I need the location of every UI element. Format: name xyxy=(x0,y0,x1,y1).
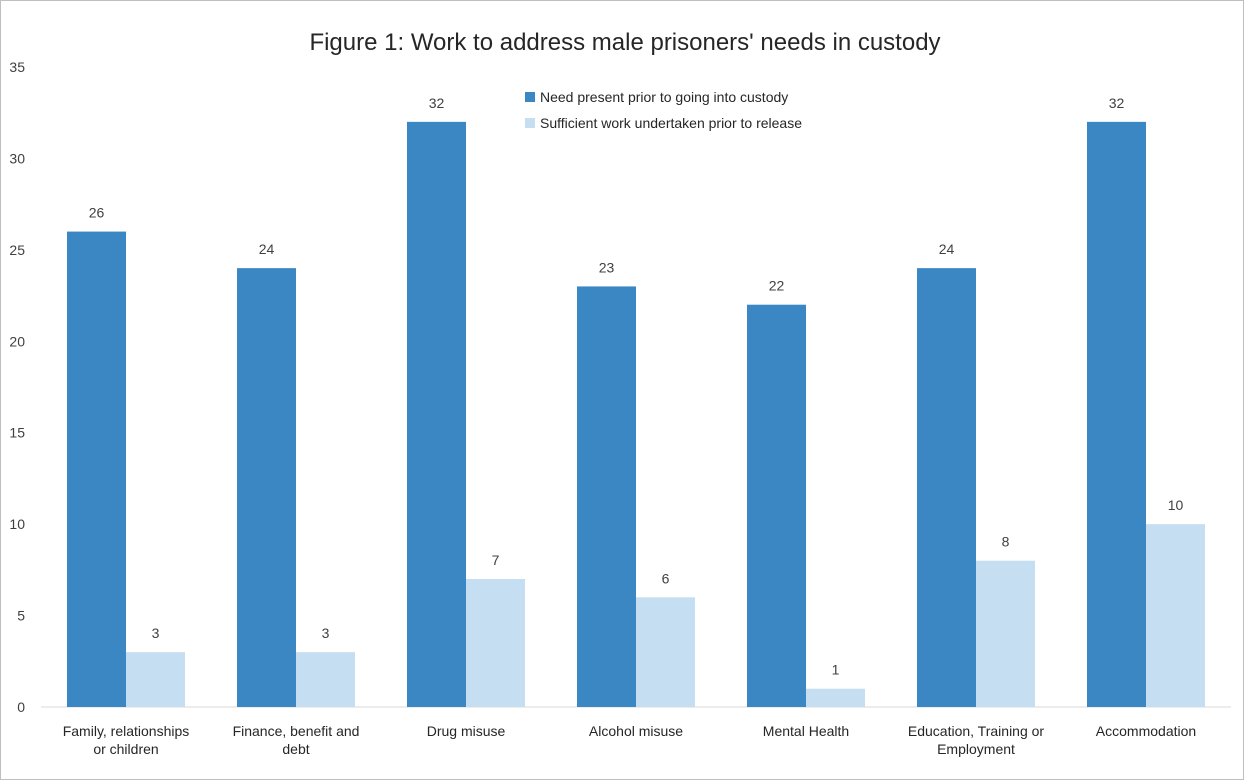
y-tick-label: 0 xyxy=(17,699,25,715)
bar-sufficient-work xyxy=(976,560,1035,707)
bar-need-present xyxy=(1087,121,1146,708)
x-category-label: Education, Training or xyxy=(908,723,1045,739)
y-tick-label: 35 xyxy=(9,59,25,75)
data-label: 32 xyxy=(429,95,445,111)
y-tick-label: 5 xyxy=(17,608,25,624)
legend-swatch xyxy=(525,92,535,102)
data-label: 3 xyxy=(322,625,330,641)
x-category-label: debt xyxy=(282,741,309,757)
y-tick-label: 30 xyxy=(9,150,25,166)
bar-sufficient-work xyxy=(1146,524,1205,707)
x-category-label: Mental Health xyxy=(763,723,849,739)
y-tick-label: 10 xyxy=(9,516,25,532)
x-category-label: Employment xyxy=(937,741,1015,757)
y-tick-label: 15 xyxy=(9,425,25,441)
data-label: 3 xyxy=(152,625,160,641)
legend-swatch xyxy=(525,118,535,128)
data-label: 24 xyxy=(259,241,275,257)
x-category-label: Family, relationships xyxy=(63,723,190,739)
bar-need-present xyxy=(67,231,126,708)
data-label: 6 xyxy=(662,570,670,586)
data-label: 1 xyxy=(832,662,840,678)
data-label: 26 xyxy=(89,205,105,221)
bar-sufficient-work xyxy=(126,652,185,707)
bar-sufficient-work xyxy=(636,597,695,707)
data-labels-group: 26 3 24 3 32 7 23 6 22 1 24 8 32 10 xyxy=(89,95,1184,678)
bar-sufficient-work xyxy=(296,652,355,707)
bar-need-present xyxy=(577,286,636,707)
x-category-label: or children xyxy=(93,741,158,757)
bar-sufficient-work xyxy=(466,579,525,707)
bars-group xyxy=(67,121,1205,708)
x-category-label: Finance, benefit and xyxy=(233,723,360,739)
bar-need-present xyxy=(407,121,466,708)
x-category-label: Drug misuse xyxy=(427,723,506,739)
bar-need-present xyxy=(747,304,806,707)
data-label: 32 xyxy=(1109,95,1125,111)
data-label: 10 xyxy=(1168,497,1184,513)
legend-label: Sufficient work undertaken prior to rele… xyxy=(540,115,802,131)
bar-need-present xyxy=(917,268,976,707)
legend-label: Need present prior to going into custody xyxy=(540,89,788,105)
data-label: 22 xyxy=(769,278,785,294)
y-tick-label: 20 xyxy=(9,333,25,349)
legend: Need present prior to going into custody… xyxy=(525,89,802,131)
x-category-label: Alcohol misuse xyxy=(589,723,683,739)
y-tick-label: 25 xyxy=(9,242,25,258)
data-label: 23 xyxy=(599,259,615,275)
data-label: 8 xyxy=(1002,534,1010,550)
data-label: 7 xyxy=(492,552,500,568)
chart-title: Figure 1: Work to address male prisoners… xyxy=(309,29,940,56)
bar-sufficient-work xyxy=(806,688,865,707)
bar-need-present xyxy=(237,268,296,707)
data-label: 24 xyxy=(939,241,955,257)
x-category-label: Accommodation xyxy=(1096,723,1196,739)
